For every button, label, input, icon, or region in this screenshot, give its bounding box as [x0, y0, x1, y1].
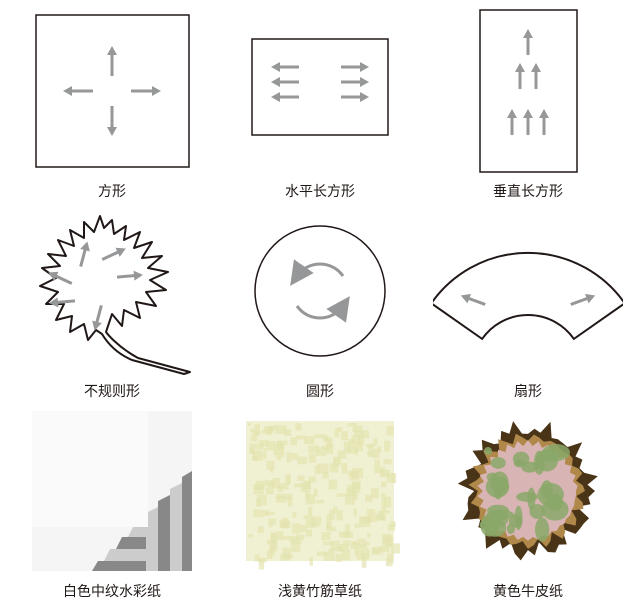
label-square: 方形: [98, 178, 126, 204]
cell-paper-white: 白色中纹水彩纸: [8, 404, 216, 604]
label-irregular: 不规则形: [84, 378, 140, 404]
paper-white-swatch: [8, 404, 216, 578]
paper-yellow-swatch: [216, 404, 424, 578]
cell-hrect: 水平长方形: [216, 4, 424, 204]
cell-irregular: 不规则形: [8, 204, 216, 404]
label-circle: 圆形: [306, 378, 334, 404]
circle-shape: [216, 204, 424, 378]
leaf-shape: [8, 204, 216, 378]
cell-fan: 扇形: [424, 204, 632, 404]
label-vrect: 垂直长方形: [493, 178, 563, 204]
cell-circle: 圆形: [216, 204, 424, 404]
hrect-shape: [216, 4, 424, 178]
cell-paper-yellow: 浅黄竹筋草纸: [216, 404, 424, 604]
vrect-shape: [424, 4, 632, 178]
fan-shape: [424, 204, 632, 378]
label-paper-yellow: 浅黄竹筋草纸: [278, 578, 362, 604]
paper-kraft-swatch: [424, 404, 632, 578]
cell-vrect: 垂直长方形: [424, 4, 632, 204]
label-paper-white: 白色中纹水彩纸: [63, 578, 161, 604]
cell-square: 方形: [8, 4, 216, 204]
label-fan: 扇形: [514, 378, 542, 404]
cell-paper-kraft: 黄色牛皮纸: [424, 404, 632, 604]
label-hrect: 水平长方形: [285, 178, 355, 204]
label-paper-kraft: 黄色牛皮纸: [493, 578, 563, 604]
square-shape: [8, 4, 216, 178]
diagram-grid: 方形 水平长方形 垂直长方形 不规则形 圆形 扇形: [0, 0, 640, 609]
